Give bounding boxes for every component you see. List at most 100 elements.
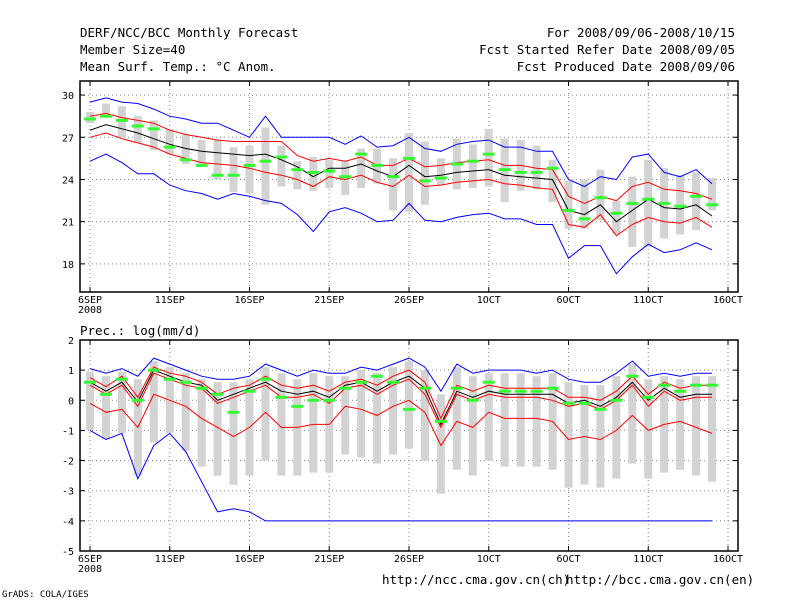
member-marker [546,166,559,170]
spread-box [389,367,398,455]
spread-box [420,370,429,461]
x-tick-label: 11OCT [633,295,663,306]
spread-box [293,161,302,190]
member-marker [179,158,192,162]
member-marker [658,383,671,387]
member-marker [131,398,144,402]
series-upper-line [89,112,713,204]
precip-panel-title: Prec.: log(mm/d) [80,323,200,338]
url-bcc[interactable]: http://bcc.cma.gov.cn(en) [566,572,754,587]
spread-box [452,367,461,470]
member-marker [403,156,415,160]
member-marker [243,389,256,393]
spread-box [213,382,222,476]
spread-box [261,367,270,461]
x-tick-label: 11OCT [633,554,663,565]
member-marker [339,175,352,179]
member-marker [546,386,559,390]
member-marker [530,389,543,393]
spread-box [277,373,286,476]
y-tick-label: 21 [62,218,74,229]
member-marker [482,152,495,156]
member-marker [355,152,368,156]
x-tick-label: 16OCT [713,295,743,306]
x-tick-label: 21SEP [314,295,344,306]
spread-box [325,159,334,188]
spread-box [309,373,318,473]
y-tick-label: -1 [62,426,74,437]
series-lower-line [89,372,712,429]
member-marker [466,159,479,163]
x-tick-label: 16OCT [713,554,743,565]
member-marker [403,407,415,411]
member-marker [674,389,687,393]
series-max-line [89,357,712,393]
x-tick-label: 16SEP [234,295,264,306]
spread-box [341,376,350,455]
member-marker [371,374,384,378]
member-marker [355,380,368,384]
y-tick-label: -3 [62,487,74,498]
series-min-line [89,153,713,275]
spread-box [676,379,685,470]
series-max-line [89,97,713,188]
member-marker [610,398,623,402]
series-mean-line [89,369,712,426]
spread-box [564,180,573,229]
member-marker [578,401,591,405]
series-upper-line [89,366,712,420]
member-marker [578,217,591,221]
y-tick-label: 2 [68,336,74,347]
member-marker [163,145,176,149]
x-tick-label: 21SEP [314,554,344,565]
x-tick-label: 6SEP [78,295,102,306]
spread-box [596,385,605,488]
member-marker [115,377,128,381]
member-marker [594,407,607,411]
spread-box [580,385,589,485]
member-marker [498,389,511,393]
spread-box [229,147,238,193]
member-marker [323,398,336,402]
member-marker [498,168,511,172]
member-marker [674,204,687,208]
spread-box [644,159,653,247]
y-tick-label: 27 [62,133,74,144]
header-start-date: Fcst Started Refer Date 2008/09/05 [479,42,735,57]
member-marker [418,179,431,183]
spread-box [101,103,110,115]
spread-box [532,376,541,467]
grads-credit: GrADS: COLA/IGES [2,590,89,600]
spread-box [628,176,637,247]
member-marker [450,162,463,166]
x-tick-year: 2008 [78,305,102,316]
member-marker [84,380,96,384]
header-title: DERF/NCC/BCC Monthly Forecast [80,25,298,40]
member-marker [706,383,719,387]
series-lower-line [89,132,713,237]
member-marker [211,173,224,177]
url-ncc[interactable]: http://ncc.cma.gov.cn(ch) [382,572,570,587]
member-marker [626,201,639,205]
member-marker [115,118,128,122]
spread-box [117,371,126,433]
spread-box [692,172,701,231]
member-marker [195,386,208,390]
spread-box [405,361,413,449]
spread-box [628,364,637,464]
x-tick-label: 11SEP [155,554,185,565]
y-tick-label: 24 [62,175,74,186]
spread-box [261,127,270,205]
spread-box [389,158,398,211]
member-marker [227,410,240,414]
spread-box [277,145,286,187]
member-marker [99,392,112,396]
spread-box [197,140,206,167]
spread-box [405,133,413,212]
member-marker [562,401,575,405]
member-marker [179,380,192,384]
member-marker [514,170,527,174]
spread-box [532,145,541,190]
